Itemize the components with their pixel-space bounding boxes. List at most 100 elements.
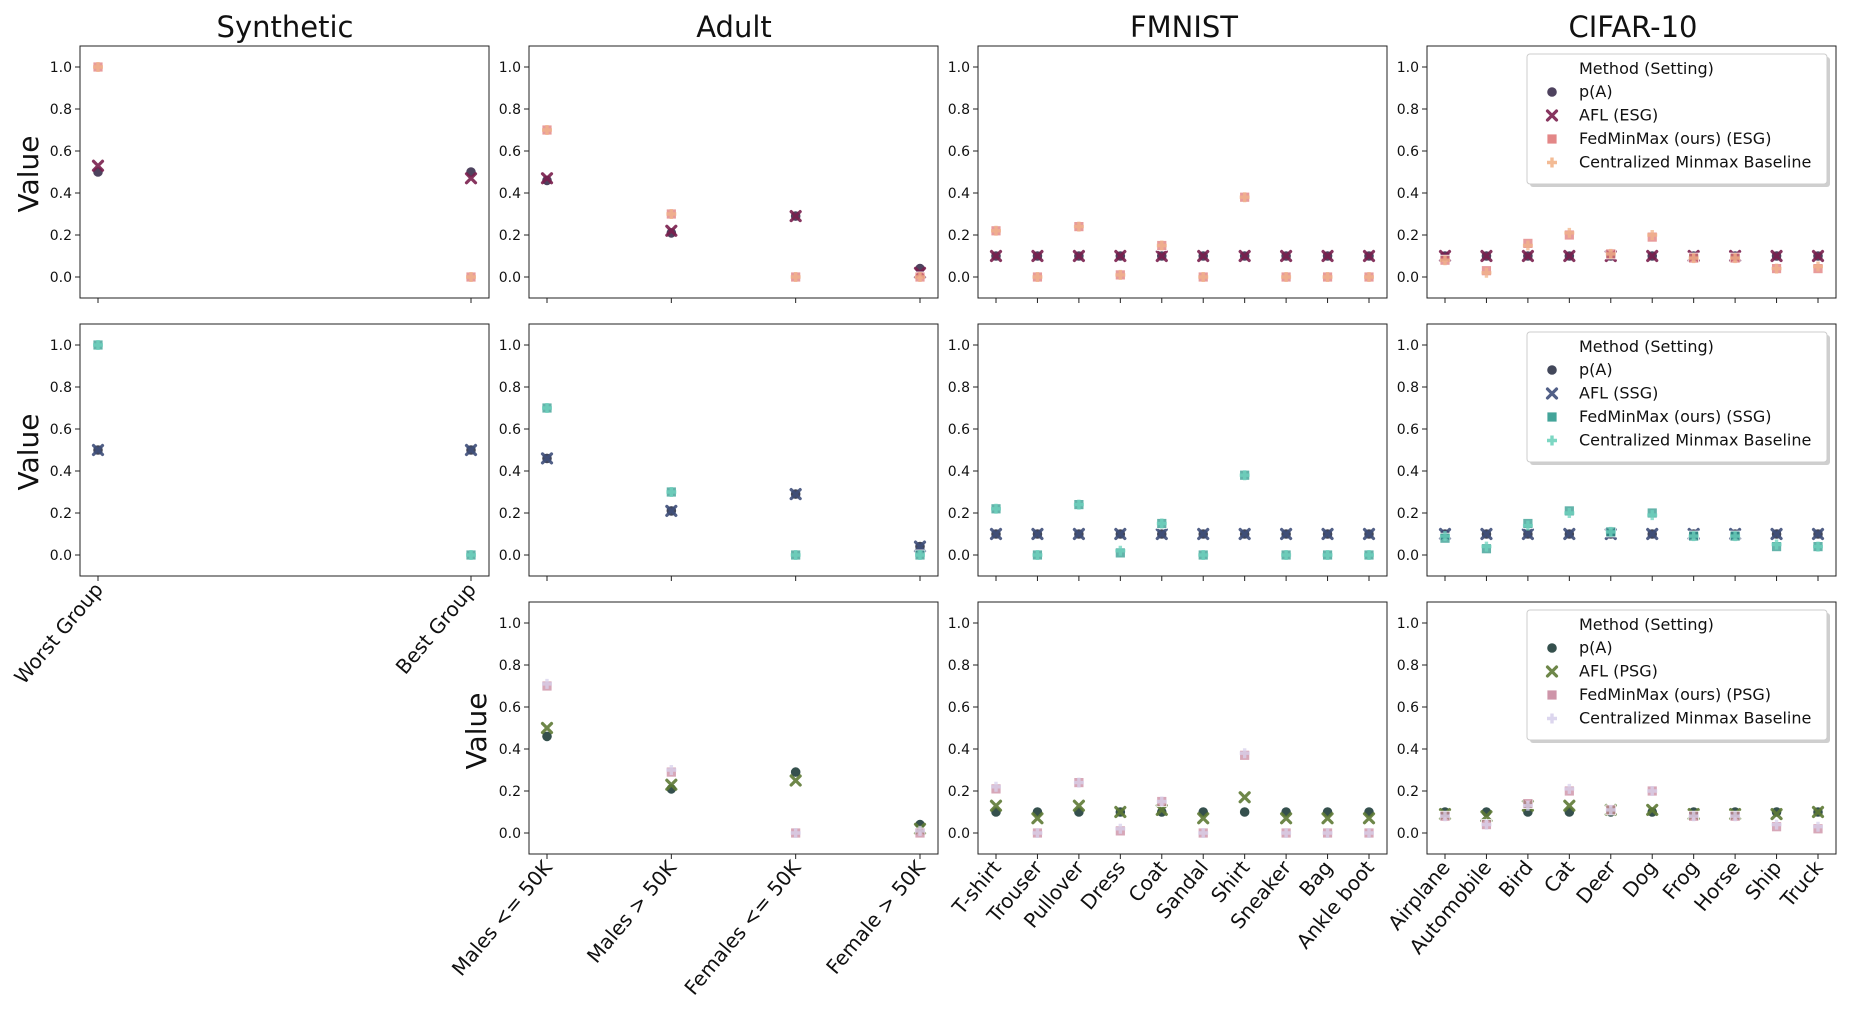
ytick-label: 1.0 [948, 60, 970, 76]
axes-frame [1426, 45, 1837, 299]
point-cifar-esg-s3-2 [1522, 240, 1533, 251]
ytick-label: 0.8 [499, 102, 521, 118]
ytick-label: 0.6 [948, 700, 970, 716]
point-fmnist-ssg-s1-0 [989, 527, 1003, 541]
point-cifar-ssg-s3-8 [1771, 539, 1782, 550]
point-cifar-esg-s3-8 [1771, 263, 1782, 274]
legend-entry: FedMinMax (ours) (ESG) [1579, 129, 1771, 148]
ytick-label: 0.0 [499, 826, 521, 842]
point-fmnist-esg-s3-8 [1322, 272, 1333, 282]
ytick-label: 0.6 [948, 144, 970, 160]
point-adult-psg-s1-1 [665, 778, 678, 791]
point-cifar-esg-s1-8 [1770, 249, 1783, 263]
point-fmnist-ssg-s1-9 [1362, 527, 1376, 541]
panel-fmnist-row-2: 0.0 0.2 0.4 0.6 0.8 1.0 [948, 323, 1388, 581]
point-fmnist-esg-s3-1 [1032, 272, 1043, 282]
ylabel-row-2: Value [12, 414, 45, 491]
ytick-label: 0.4 [499, 464, 521, 480]
point-fmnist-ssg-s1-5 [1197, 527, 1210, 541]
point-cifar-ssg-s3-3 [1564, 508, 1575, 518]
point-fmnist-esg-s3-9 [1364, 272, 1374, 282]
point-fmnist-ssg-s3-7 [1281, 550, 1292, 560]
point-fmnist-psg-s1-2 [1072, 799, 1085, 812]
point-cifar-esg-s3-4 [1605, 248, 1616, 259]
legend-entry: FedMinMax (ours) (PSG) [1579, 685, 1771, 704]
ytick-label: 0.4 [1397, 742, 1419, 758]
xtick-label: Worst Group [9, 578, 107, 689]
point-fmnist-ssg-s3-5 [1198, 550, 1209, 560]
legend-title: Method (Setting) [1579, 59, 1714, 78]
ytick-label: 0.6 [499, 144, 521, 160]
point-cifar-esg-s1-5 [1646, 249, 1659, 263]
ytick-label: 0.6 [948, 422, 970, 438]
ytick-label: 0.6 [499, 422, 521, 438]
ytick-label: 1.0 [50, 338, 72, 354]
legend-entry: FedMinMax (ours) (SSG) [1579, 407, 1772, 426]
point-cifar-psg-s1-3 [1563, 799, 1576, 812]
legend-marker-3 [1547, 157, 1557, 168]
legend-title: Method (Setting) [1579, 337, 1714, 356]
ytick-label: 0.0 [50, 270, 72, 286]
ytick-label: 1.0 [1397, 616, 1419, 632]
ytick-label: 1.0 [948, 338, 970, 354]
axes-frame [79, 45, 490, 299]
ytick-label: 0.0 [948, 826, 970, 842]
legend-marker-1 [1545, 387, 1559, 400]
point-adult-ssg-s1-1 [665, 504, 678, 517]
point-cifar-psg-s3-1 [1481, 819, 1492, 830]
point-fmnist-psg-s3-6 [1239, 748, 1250, 759]
point-adult-psg-s3-2 [790, 828, 801, 838]
point-cifar-ssg-s1-5 [1646, 527, 1659, 541]
xtick-labels-fmnist: T-shirtTrouserPulloverDressCoatSandalShi… [947, 855, 1379, 953]
point-fmnist-ssg-s1-7 [1280, 527, 1293, 541]
point-fmnist-ssg-s3-1 [1032, 550, 1043, 560]
legend-esg: Method (Setting) p(A) AFL (ESG) FedMinMax (… [1526, 53, 1830, 187]
xtick-label: Truck [1775, 855, 1828, 912]
legend-marker-3 [1547, 713, 1557, 724]
ytick-label: 0.2 [948, 506, 970, 522]
point-adult-esg-s1-0 [540, 172, 554, 185]
point-fmnist-ssg-s3-9 [1364, 550, 1374, 560]
point-fmnist-ssg-s1-8 [1321, 527, 1334, 541]
ytick-label: 0.0 [1397, 548, 1419, 564]
xtick-label: Female > 50K [821, 855, 930, 979]
point-cifar-ssg-s3-4 [1605, 526, 1616, 537]
axes-frame [1426, 323, 1837, 577]
point-fmnist-esg-s1-5 [1197, 249, 1210, 263]
legend-entry: p(A) [1579, 360, 1613, 379]
point-cifar-esg-s1-2 [1521, 249, 1534, 263]
point-adult-psg-s0-2 [790, 766, 802, 778]
point-adult-psg-s3-1 [666, 765, 677, 775]
point-fmnist-psg-s1-7 [1280, 812, 1293, 825]
ytick-label: 1.0 [499, 616, 521, 632]
panel-fmnist-row-3: 0.0 0.2 0.4 0.6 0.8 1.0 [948, 601, 1388, 859]
ytick-label: 0.6 [50, 422, 72, 438]
point-cifar-esg-s3-7 [1730, 253, 1741, 264]
ytick-label: 0.8 [499, 658, 521, 674]
legend-entry: AFL (PSG) [1579, 662, 1658, 681]
point-fmnist-psg-s1-9 [1362, 812, 1376, 825]
panel-synthetic-row-1: 0.0 0.2 0.4 0.6 0.8 1.0 [50, 45, 490, 303]
legend-marker-0 [1546, 86, 1558, 98]
point-fmnist-psg-s3-5 [1198, 828, 1209, 838]
axes-frame [977, 601, 1388, 855]
ytick-label: 0.2 [1397, 784, 1419, 800]
legend-marker-2 [1546, 411, 1558, 423]
point-cifar-ssg-s3-0 [1440, 531, 1450, 542]
ytick-label: 0.8 [1397, 102, 1419, 118]
point-fmnist-esg-s1-1 [1031, 249, 1044, 263]
point-adult-esg-s3-0 [542, 125, 552, 135]
legend-box [1526, 53, 1828, 185]
point-adult-psg-s1-0 [540, 721, 554, 735]
point-cifar-psg-s3-4 [1605, 804, 1616, 815]
ytick-label: 0.0 [948, 270, 970, 286]
point-adult-esg-s3-1 [666, 209, 677, 219]
ytick-label: 0.2 [499, 228, 521, 244]
ytick-label: 1.0 [499, 60, 521, 76]
point-cifar-esg-s3-6 [1688, 253, 1699, 264]
panel-adult-row-1: 0.0 0.2 0.4 0.6 0.8 1.0 [499, 45, 939, 303]
ytick-label: 0.4 [1397, 464, 1419, 480]
point-adult-esg-s1-1 [665, 224, 678, 237]
point-fmnist-esg-s3-5 [1198, 272, 1209, 282]
